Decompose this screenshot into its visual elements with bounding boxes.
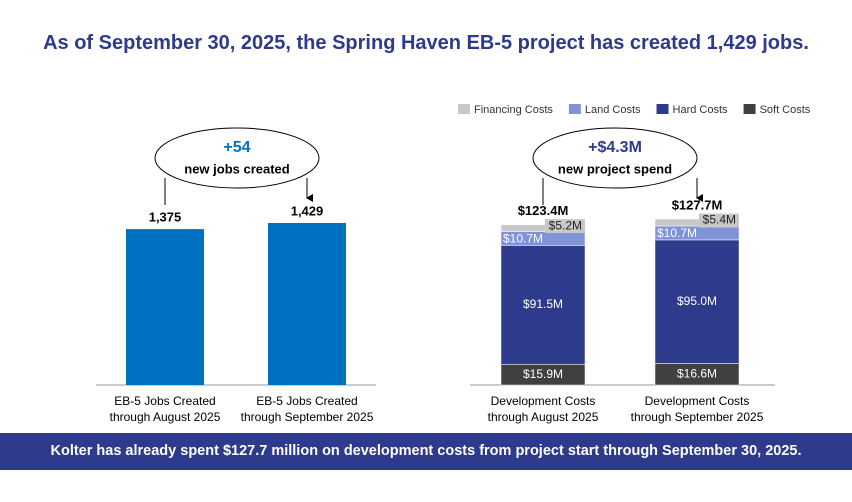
- segment-label: $10.7M: [657, 226, 697, 240]
- page-title: As of September 30, 2025, the Spring Hav…: [43, 32, 809, 54]
- value-label: 1,429: [291, 203, 324, 218]
- footer-banner: Kolter has already spent $127.7 million …: [0, 433, 852, 470]
- segment-label: $15.9M: [523, 367, 563, 381]
- legend-swatch: [743, 104, 756, 114]
- category-label: EB-5 Jobs Created through August 2025: [109, 394, 221, 424]
- legend-label: Soft Costs: [760, 104, 811, 116]
- callout-change: +54: [223, 139, 250, 156]
- legend-swatch: [458, 104, 470, 114]
- callout-ellipse: [154, 127, 320, 189]
- segment-label: $91.5M: [523, 297, 563, 311]
- legend-label: Land Costs: [585, 104, 641, 116]
- label-bg: [699, 213, 739, 228]
- label-bg: [545, 219, 585, 234]
- segment-label: $95.0M: [677, 294, 717, 308]
- total-label: $127.7M: [672, 197, 723, 212]
- category-label: Development Costs through September 2025: [630, 394, 764, 424]
- callout-change: +$4.3M: [588, 139, 642, 156]
- bar: [268, 223, 346, 385]
- callout-text: new jobs created: [184, 161, 290, 176]
- category-label: Development Costs through August 2025: [487, 394, 599, 424]
- callout-ellipse: [532, 127, 698, 189]
- callout-text: new project spend: [558, 161, 672, 176]
- total-label: $123.4M: [518, 203, 569, 218]
- legend-swatch: [656, 104, 669, 114]
- segment-label: $5.2M: [549, 218, 582, 232]
- segment-label: $10.7M: [503, 232, 543, 246]
- legend-label: Hard Costs: [673, 104, 729, 116]
- bar-segment: [654, 239, 740, 364]
- segment-label: $5.4M: [703, 213, 736, 227]
- legend-swatch: [568, 104, 581, 114]
- category-label: EB-5 Jobs Created through September 2025: [240, 394, 374, 424]
- bar: [126, 229, 204, 385]
- value-label: 1,375: [149, 210, 182, 225]
- legend-label: Financing Costs: [474, 104, 553, 116]
- segment-label: $16.6M: [677, 366, 717, 380]
